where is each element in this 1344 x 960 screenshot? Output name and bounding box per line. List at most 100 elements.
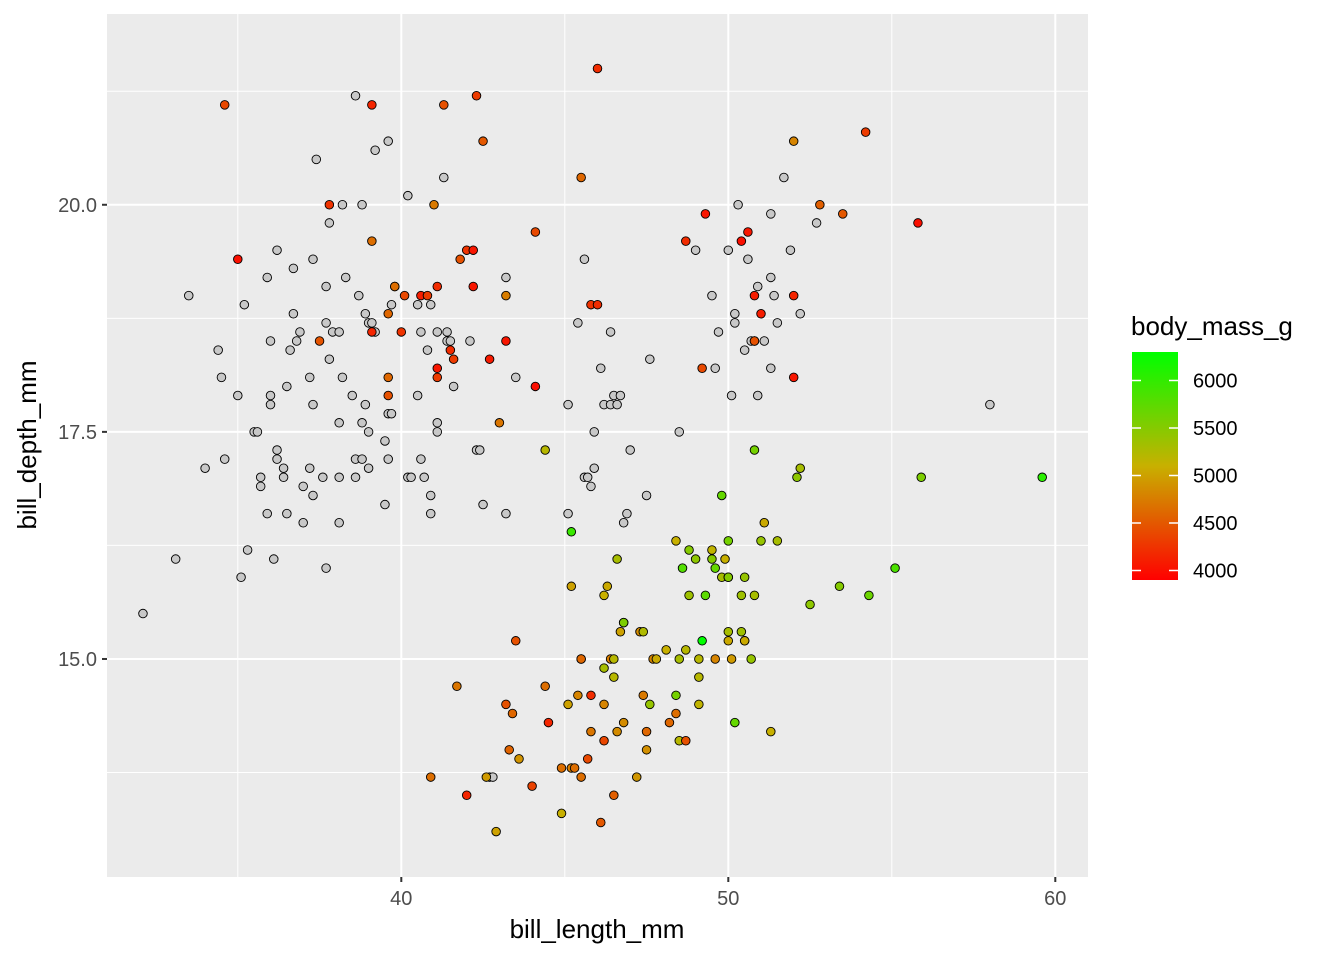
data-point-missing xyxy=(478,499,488,510)
data-point xyxy=(501,699,511,710)
data-point xyxy=(612,554,622,564)
data-point-missing xyxy=(439,172,449,183)
data-point-missing xyxy=(416,327,426,337)
data-point xyxy=(367,327,377,337)
data-point xyxy=(723,636,734,646)
data-point xyxy=(219,100,230,110)
data-point xyxy=(501,290,511,301)
data-point xyxy=(749,590,760,601)
data-point xyxy=(710,654,720,664)
data-point-missing xyxy=(282,381,292,392)
data-point-missing xyxy=(766,209,776,219)
data-point-missing xyxy=(170,554,181,564)
data-point-missing xyxy=(321,281,331,292)
data-point xyxy=(527,781,537,791)
data-point-missing xyxy=(213,345,223,355)
data-point-missing xyxy=(236,572,246,582)
data-point-missing xyxy=(380,499,390,510)
legend-break-label: 5500 xyxy=(1193,418,1238,440)
data-point xyxy=(530,227,541,237)
data-point xyxy=(543,717,554,728)
data-point xyxy=(445,345,456,355)
data-point-missing xyxy=(357,200,367,210)
data-point-missing xyxy=(334,418,344,428)
data-point-missing xyxy=(311,154,322,165)
data-point xyxy=(618,617,629,628)
data-point xyxy=(507,708,518,719)
data-point-missing xyxy=(733,200,743,210)
data-point xyxy=(494,418,505,428)
data-point xyxy=(736,590,747,601)
data-point xyxy=(707,554,717,564)
data-point-missing xyxy=(334,517,344,528)
data-point-missing xyxy=(475,445,485,455)
data-point xyxy=(661,645,671,655)
data-point xyxy=(720,554,730,564)
data-point-missing xyxy=(183,290,194,301)
data-point xyxy=(681,645,691,655)
data-point-missing xyxy=(645,354,655,364)
data-point-missing xyxy=(354,290,364,301)
data-point-missing xyxy=(674,427,685,437)
data-point xyxy=(468,281,478,292)
data-point-missing xyxy=(739,345,750,355)
data-point xyxy=(759,517,770,528)
data-point-missing xyxy=(350,91,361,101)
data-point-missing xyxy=(262,272,272,283)
data-point-missing xyxy=(501,508,511,519)
data-point-missing xyxy=(752,281,763,292)
data-point xyxy=(324,200,335,210)
data-point-missing xyxy=(308,399,318,410)
data-point-missing xyxy=(265,399,276,410)
legend-break-label: 6000 xyxy=(1193,371,1238,393)
data-point xyxy=(599,663,609,673)
data-point xyxy=(694,654,704,664)
data-point xyxy=(736,626,747,637)
data-point xyxy=(1037,472,1047,483)
data-point-missing xyxy=(350,472,361,483)
data-point xyxy=(471,91,482,101)
data-point xyxy=(671,536,681,546)
data-point-missing xyxy=(308,490,318,501)
data-point-missing xyxy=(298,517,308,528)
data-point-missing xyxy=(596,363,606,374)
data-point xyxy=(788,372,799,383)
data-point-missing xyxy=(432,327,443,337)
data-point-missing xyxy=(321,563,331,573)
data-point-missing xyxy=(612,399,622,410)
data-point-missing xyxy=(422,345,433,355)
data-point xyxy=(739,572,750,582)
data-point-missing xyxy=(304,372,315,383)
data-point xyxy=(586,726,596,737)
data-point-missing xyxy=(282,508,292,519)
data-point-missing xyxy=(625,445,635,455)
data-point xyxy=(815,200,825,210)
data-point xyxy=(367,100,377,110)
data-point-missing xyxy=(380,436,390,446)
data-point-missing xyxy=(730,318,740,328)
data-point-missing xyxy=(357,418,367,428)
panel-background xyxy=(107,14,1088,877)
data-point xyxy=(671,708,681,719)
data-point-missing xyxy=(255,481,266,492)
data-point xyxy=(563,699,573,710)
data-point xyxy=(599,735,609,746)
data-point xyxy=(455,254,465,265)
data-point-missing xyxy=(726,390,737,401)
data-point xyxy=(645,699,655,710)
data-point xyxy=(788,290,799,301)
data-point xyxy=(425,772,436,782)
legend-break-label: 4500 xyxy=(1193,513,1238,535)
data-point xyxy=(592,299,603,310)
data-point-missing xyxy=(272,454,282,464)
data-point xyxy=(481,772,492,782)
x-axis-title: bill_length_mm xyxy=(510,914,685,944)
data-point-missing xyxy=(759,336,770,346)
minor-gridlines xyxy=(107,14,1088,877)
data-point xyxy=(586,690,596,701)
data-point xyxy=(461,790,472,800)
data-point xyxy=(432,281,443,292)
data-point-missing xyxy=(985,399,995,410)
data-point xyxy=(399,290,410,301)
data-point-missing xyxy=(713,327,724,337)
